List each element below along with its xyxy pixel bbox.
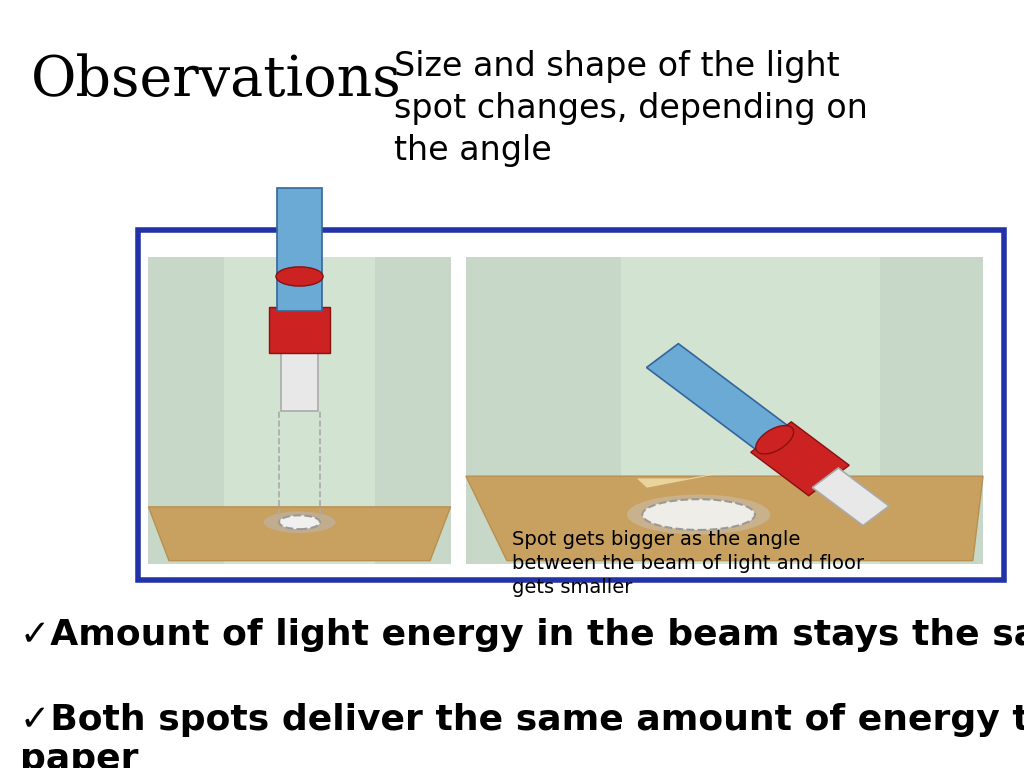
Bar: [751, 422, 849, 495]
Ellipse shape: [275, 267, 324, 286]
Text: ✓Both spots deliver the same amount of energy to the
paper: ✓Both spots deliver the same amount of e…: [20, 703, 1024, 768]
FancyBboxPatch shape: [621, 257, 880, 564]
Ellipse shape: [756, 425, 794, 454]
Bar: [281, 346, 317, 411]
Polygon shape: [148, 507, 451, 561]
FancyBboxPatch shape: [224, 257, 375, 564]
Text: ✓Amount of light energy in the beam stays the same: ✓Amount of light energy in the beam stay…: [20, 618, 1024, 652]
Polygon shape: [466, 476, 983, 561]
Bar: [276, 188, 322, 311]
Ellipse shape: [642, 499, 755, 530]
Text: Size and shape of the light
spot changes, depending on
the angle: Size and shape of the light spot changes…: [394, 50, 868, 167]
Bar: [268, 307, 330, 353]
FancyBboxPatch shape: [466, 257, 983, 564]
Ellipse shape: [627, 495, 770, 535]
FancyBboxPatch shape: [148, 257, 451, 564]
Ellipse shape: [263, 511, 336, 533]
Bar: [646, 343, 791, 452]
Text: Spot gets bigger as the angle
between the beam of light and floor
gets smaller: Spot gets bigger as the angle between th…: [512, 530, 864, 598]
Text: Observations: Observations: [31, 54, 401, 108]
Ellipse shape: [279, 515, 319, 529]
FancyBboxPatch shape: [138, 230, 1004, 580]
Bar: [812, 468, 889, 525]
Polygon shape: [637, 465, 766, 488]
